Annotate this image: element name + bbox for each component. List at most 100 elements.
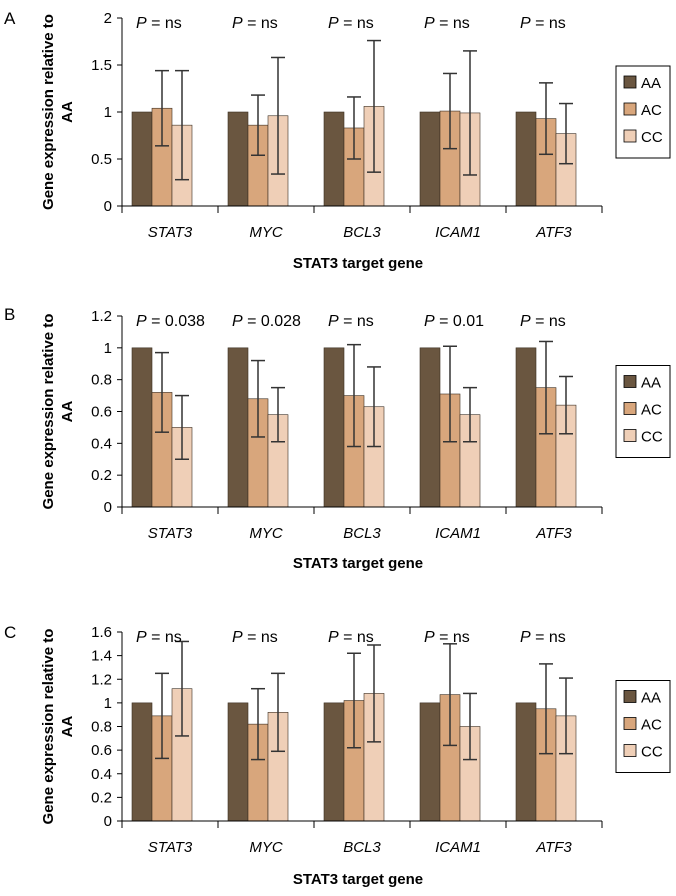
y-tick-label: 0.5 xyxy=(91,151,112,168)
legend-swatch-cc xyxy=(623,129,637,143)
p-value-label: P = ns xyxy=(136,629,182,646)
legend: AA AC CC xyxy=(615,365,671,458)
bar-aa-icam1 xyxy=(419,347,441,508)
x-tick-label: ATF3 xyxy=(535,839,572,856)
x-tick-label: MYC xyxy=(249,525,283,542)
y-axis-title: Gene expression relative to AA xyxy=(40,629,76,825)
bar-aa-atf3 xyxy=(515,347,537,508)
x-axis-title: STAT3 target gene xyxy=(293,555,423,572)
p-value-label: P = ns xyxy=(328,15,374,32)
x-tick-label: STAT3 xyxy=(148,525,193,542)
legend-label-ac: AC xyxy=(641,102,662,119)
legend-swatch-aa xyxy=(623,690,637,703)
legend-label-aa: AA xyxy=(641,690,661,707)
y-tick-label: 1 xyxy=(104,695,112,712)
x-tick-label: BCL3 xyxy=(343,525,381,542)
bar-aa-stat3 xyxy=(131,347,153,508)
chart-panel-c: C 0 0.2 0.4 0.6 0.8 1 1.2 1.4 1.6 STAT3 P = ns MYC P … xyxy=(4,623,671,888)
p-value-label: P = 0.038 xyxy=(136,313,205,330)
y-axis-title: Gene expression relative to AA xyxy=(40,14,76,210)
bar-aa-atf3 xyxy=(515,111,537,207)
bar-aa-bcl3 xyxy=(323,347,345,508)
bar-aa-myc xyxy=(227,111,249,207)
legend-swatch-ac xyxy=(623,102,637,116)
y-tick-label: 1 xyxy=(104,340,112,357)
p-value-label: P = ns xyxy=(136,15,182,32)
p-value-label: P = ns xyxy=(424,15,470,32)
y-tick-label: 0.4 xyxy=(91,435,112,452)
y-tick-label: 1.2 xyxy=(91,671,112,688)
legend-label-ac: AC xyxy=(641,717,662,734)
x-tick-label: BCL3 xyxy=(343,224,381,241)
x-tick-label: STAT3 xyxy=(148,839,193,856)
p-value-label: P = ns xyxy=(424,629,470,646)
x-axis-title: STAT3 target gene xyxy=(293,255,423,272)
y-tick-label: 0.6 xyxy=(91,742,112,759)
y-tick-label: 2 xyxy=(104,10,112,27)
y-tick-label: 0.8 xyxy=(91,719,112,736)
y-axis-title: Gene expression relative to AA xyxy=(40,314,76,510)
y-tick-label: 0.2 xyxy=(91,789,112,806)
y-tick-label: 1 xyxy=(104,104,112,121)
bar-aa-bcl3 xyxy=(323,111,345,207)
bar-aa-atf3 xyxy=(515,702,537,822)
panel-label: A xyxy=(4,9,16,28)
y-tick-label: 0 xyxy=(104,198,112,215)
p-value-label: P = 0.01 xyxy=(424,313,484,330)
y-tick-label: 1.5 xyxy=(91,57,112,74)
legend-swatch-aa xyxy=(623,75,637,89)
y-tick-label: 0.4 xyxy=(91,766,112,783)
p-value-label: P = 0.028 xyxy=(232,313,301,330)
p-value-label: P = ns xyxy=(520,313,566,330)
legend-label-ac: AC xyxy=(641,402,662,419)
x-tick-label: MYC xyxy=(249,839,283,856)
legend-label-aa: AA xyxy=(641,375,661,392)
legend-swatch-cc xyxy=(623,429,637,442)
y-tick-label: 0 xyxy=(104,813,112,830)
x-tick-label: BCL3 xyxy=(343,839,381,856)
legend-swatch-aa xyxy=(623,375,637,388)
x-tick-label: ICAM1 xyxy=(435,224,481,241)
chart-panel-a: A 0 0.5 1 1.5 2 STAT3 P = ns MYC P = ns BCL3 P = ns… xyxy=(4,9,671,272)
legend: AA AC CC xyxy=(615,680,671,773)
p-value-label: P = ns xyxy=(232,629,278,646)
y-tick-label: 1.2 xyxy=(91,308,112,325)
bar-aa-stat3 xyxy=(131,702,153,822)
panel-label: C xyxy=(4,623,16,642)
y-tick-label: 1.6 xyxy=(91,624,112,641)
legend-label-cc: CC xyxy=(641,744,663,761)
p-value-label: P = ns xyxy=(232,15,278,32)
legend-swatch-cc xyxy=(623,744,637,757)
legend-swatch-ac xyxy=(623,717,637,730)
p-value-label: P = ns xyxy=(520,15,566,32)
y-tick-label: 0 xyxy=(104,499,112,516)
bar-aa-bcl3 xyxy=(323,702,345,822)
x-axis-title: STAT3 target gene xyxy=(293,871,423,888)
legend-label-aa: AA xyxy=(641,75,661,92)
legend-swatch-ac xyxy=(623,402,637,415)
y-tick-label: 0.8 xyxy=(91,372,112,389)
x-tick-label: STAT3 xyxy=(148,224,193,241)
bar-aa-stat3 xyxy=(131,111,153,207)
legend-label-cc: CC xyxy=(641,429,663,446)
legend-label-cc: CC xyxy=(641,129,663,146)
panel-label: B xyxy=(4,305,15,324)
p-value-label: P = ns xyxy=(520,629,566,646)
legend: AA AC CC xyxy=(615,65,671,159)
bar-aa-icam1 xyxy=(419,111,441,207)
p-value-label: P = ns xyxy=(328,313,374,330)
y-tick-label: 1.4 xyxy=(91,648,112,665)
x-tick-label: MYC xyxy=(249,224,283,241)
x-tick-label: ATF3 xyxy=(535,525,572,542)
x-tick-label: ICAM1 xyxy=(435,839,481,856)
p-value-label: P = ns xyxy=(328,629,374,646)
bar-aa-myc xyxy=(227,702,249,822)
x-tick-label: ICAM1 xyxy=(435,525,481,542)
y-tick-label: 0.6 xyxy=(91,404,112,421)
bar-aa-myc xyxy=(227,347,249,508)
bar-aa-icam1 xyxy=(419,702,441,822)
y-tick-label: 0.2 xyxy=(91,467,112,484)
chart-panel-b: B 0 0.2 0.4 0.6 0.8 1 1.2 STAT3 P = 0.038 MYC P = 0… xyxy=(4,305,671,572)
